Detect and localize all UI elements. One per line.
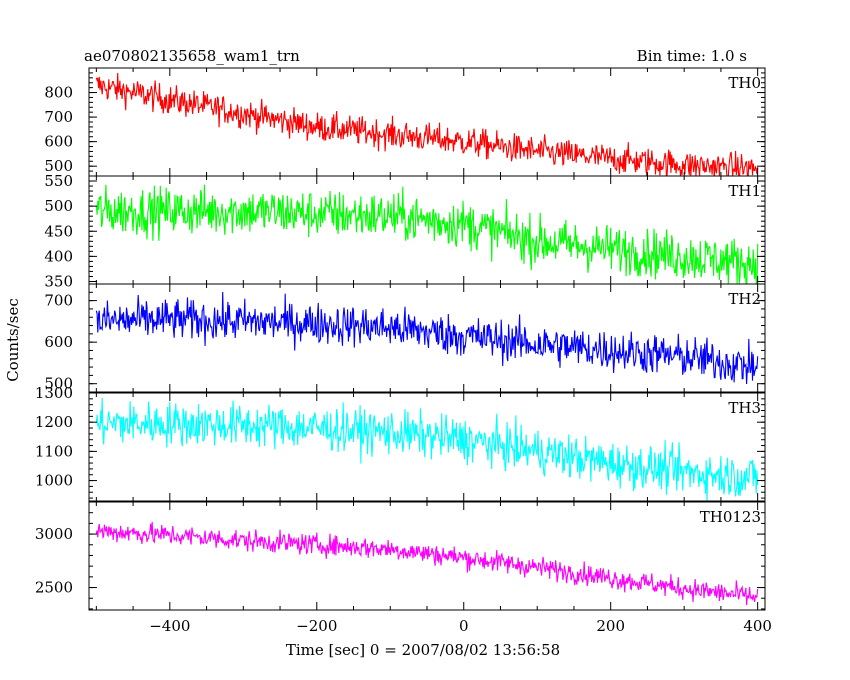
y-tick-label: 1300 — [35, 384, 73, 402]
y-tick-label: 350 — [44, 272, 73, 290]
y-axis-label: Counts/sec — [4, 298, 22, 382]
panel-th3: 1000 1100 1200 1300 TH3 — [35, 384, 766, 502]
y-tick-label: 400 — [44, 247, 73, 265]
panel-th2: 500 600 700 TH2 — [44, 283, 766, 393]
y-tick-label: 600 — [44, 333, 73, 351]
x-tick-label: 400 — [743, 617, 772, 635]
y-tick-label: 1000 — [35, 472, 73, 490]
y-tick-label: 800 — [44, 84, 73, 102]
y-tick-label: 500 — [44, 375, 73, 393]
bin-time-label: Bin time: 1.0 s — [637, 47, 747, 65]
panel-th0123: 2500 3000 TH0123 — [35, 501, 766, 611]
panel-label-th0: TH0 — [728, 74, 761, 92]
series-line-th1 — [95, 184, 759, 284]
panel-label-th2: TH2 — [728, 290, 761, 308]
panel-th1: 350 400 450 500 550 TH1 — [44, 172, 766, 290]
y-tick-label: 600 — [44, 133, 73, 151]
series-line-th3 — [95, 398, 759, 501]
y-tick-label: 1100 — [35, 442, 73, 460]
panel-frame — [88, 392, 766, 502]
panel-th0: 500 600 700 800 TH0 — [44, 67, 766, 177]
panels: 500600700800TH0350400450500550TH15006007… — [35, 67, 772, 635]
y-tick-label: 3000 — [35, 525, 73, 543]
y-tick-label: 1200 — [35, 413, 73, 431]
series-line-th0 — [95, 72, 759, 176]
y-tick-label: 550 — [44, 172, 73, 190]
y-tick-label: 700 — [44, 108, 73, 126]
chart-title: ae070802135658_wam1_trn — [84, 47, 300, 65]
y-tick-label: 700 — [44, 292, 73, 310]
y-tick-label: 450 — [44, 222, 73, 240]
panel-frame — [88, 175, 766, 285]
series-line-th0123 — [95, 521, 759, 606]
x-tick-label: 200 — [596, 617, 625, 635]
x-axis-label: Time [sec] 0 = 2007/08/02 13:56:58 — [286, 641, 560, 659]
y-tick-label: 500 — [44, 157, 73, 175]
x-tick-label: −200 — [296, 617, 337, 635]
panel-label-th3: TH3 — [728, 399, 761, 417]
series-line-th2 — [95, 291, 759, 385]
panel-label-th0123: TH0123 — [700, 508, 761, 526]
panel-label-th1: TH1 — [728, 182, 761, 200]
y-tick-label: 2500 — [35, 579, 73, 597]
x-tick-label: −400 — [149, 617, 190, 635]
x-tick-label: 0 — [459, 617, 469, 635]
y-tick-label: 500 — [44, 197, 73, 215]
